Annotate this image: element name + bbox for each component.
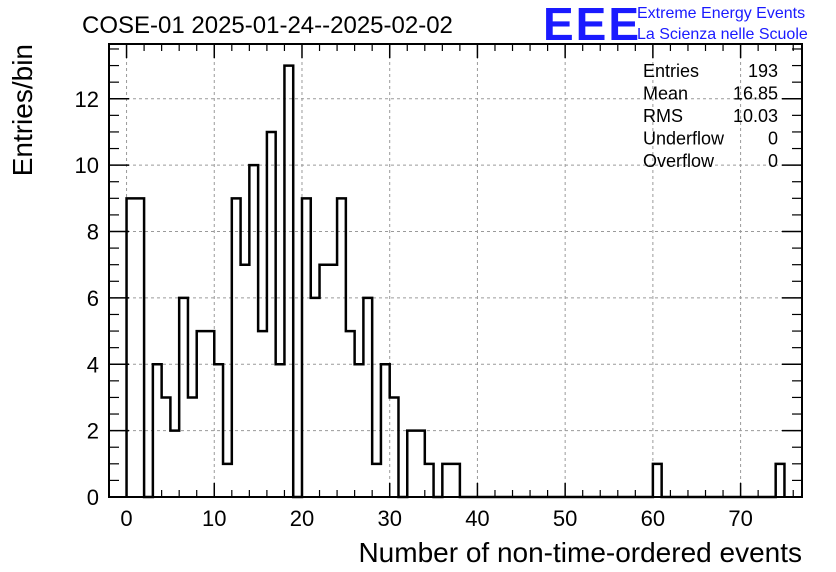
stats-label: RMS xyxy=(643,106,683,126)
grid-lines xyxy=(109,44,802,498)
histogram-bin xyxy=(320,265,329,497)
histogram-bin xyxy=(416,431,425,497)
x-tick-label: 60 xyxy=(641,506,665,531)
eee-logo-mark: EEE xyxy=(543,0,641,50)
histogram-bin xyxy=(284,66,293,497)
histogram-bin xyxy=(267,132,276,497)
stats-value: 10.03 xyxy=(733,106,778,126)
histogram-bin xyxy=(232,198,241,497)
histogram-bin xyxy=(425,464,434,497)
histogram-bin xyxy=(381,364,390,497)
y-tick-label: 4 xyxy=(87,352,99,377)
y-axis-label: Entries/bin xyxy=(7,44,38,176)
histogram-bin xyxy=(302,198,311,497)
stats-label: Mean xyxy=(643,84,688,104)
histogram-bin xyxy=(328,265,337,497)
histogram-bin xyxy=(363,298,372,497)
histogram-bin xyxy=(249,165,258,497)
x-tick-label: 50 xyxy=(553,506,577,531)
x-tick-label: 0 xyxy=(120,506,132,531)
histogram-outline xyxy=(125,64,786,499)
histogram-bin xyxy=(197,331,206,497)
histogram-bin xyxy=(205,331,214,497)
stats-box: Entries 193 Mean 16.85 RMS 10.03 Underflow 0 Ove… xyxy=(643,61,778,171)
histogram-bin xyxy=(135,198,144,497)
y-tick-label: 2 xyxy=(87,419,99,444)
histogram-bin xyxy=(162,397,171,497)
stats-label: Underflow xyxy=(643,129,725,149)
histogram-bin xyxy=(653,464,662,497)
histogram-bin xyxy=(442,464,451,497)
stats-label: Entries xyxy=(643,61,699,81)
x-tick-label: 10 xyxy=(202,506,226,531)
histogram-bin xyxy=(407,431,416,497)
histogram-bin xyxy=(170,431,179,497)
x-tick-label: 70 xyxy=(728,506,752,531)
histogram-bin xyxy=(179,298,188,497)
y-tick-label: 0 xyxy=(87,485,99,510)
logo-line-1: Extreme Energy Events xyxy=(637,5,805,22)
histogram-bin xyxy=(451,464,460,497)
histogram-bin xyxy=(153,364,162,497)
histogram-bin xyxy=(188,397,197,497)
stats-label: Overflow xyxy=(643,151,715,171)
histogram-bin xyxy=(311,298,320,497)
histogram-bin xyxy=(214,364,223,497)
histogram-bin xyxy=(390,397,399,497)
histogram-bin xyxy=(776,464,785,497)
x-tick-label: 40 xyxy=(465,506,489,531)
x-axis-label: Number of non-time-ordered events xyxy=(358,537,802,568)
histogram-bin xyxy=(372,464,381,497)
y-tick-labels: 0 2 4 6 8 10 12 xyxy=(75,87,99,510)
eee-logo: EEE Extreme Energy Events La Scienza nel… xyxy=(543,0,808,50)
y-tick-label: 8 xyxy=(87,220,99,245)
histogram-bin xyxy=(346,331,355,497)
histogram-bin xyxy=(258,331,267,497)
x-tick-label: 20 xyxy=(290,506,314,531)
histogram-bin xyxy=(223,464,232,497)
plot-frame xyxy=(108,43,803,498)
x-tick-labels: 0 10 20 30 40 50 60 70 xyxy=(120,506,752,531)
stats-value: 0 xyxy=(768,129,778,149)
y-tick-label: 10 xyxy=(75,153,99,178)
histogram-bin xyxy=(241,265,250,497)
histogram-bin xyxy=(337,198,346,497)
histogram-bin xyxy=(276,364,285,497)
logo-line-2: La Scienza nelle Scuole xyxy=(637,26,808,43)
stats-value: 193 xyxy=(748,61,778,81)
chart-title: COSE-01 2025-01-24--2025-02-02 xyxy=(82,12,453,39)
y-tick-label: 12 xyxy=(75,87,99,112)
stats-value: 0 xyxy=(768,151,778,171)
histogram-bin xyxy=(127,198,136,497)
stats-value: 16.85 xyxy=(733,84,778,104)
x-tick-label: 30 xyxy=(377,506,401,531)
histogram-bin xyxy=(355,364,364,497)
y-tick-label: 6 xyxy=(87,286,99,311)
